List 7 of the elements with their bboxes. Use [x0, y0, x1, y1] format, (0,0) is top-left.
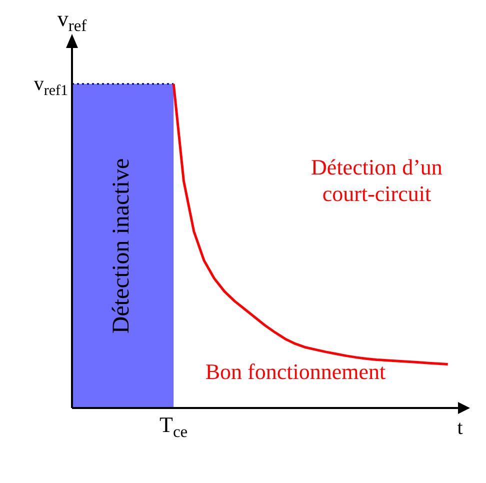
x-axis-title: t — [457, 417, 464, 439]
annotation: Bon fonctionnement — [205, 358, 386, 384]
text: v$_{ref1}$ — [34, 72, 68, 98]
text: T$_{ce}$ — [160, 412, 188, 442]
annotation: Détection inactive — [108, 158, 134, 334]
annotation: Détection d’un court-circuit — [311, 154, 442, 206]
y-axis-title: v$_{ref}$ — [57, 6, 88, 36]
